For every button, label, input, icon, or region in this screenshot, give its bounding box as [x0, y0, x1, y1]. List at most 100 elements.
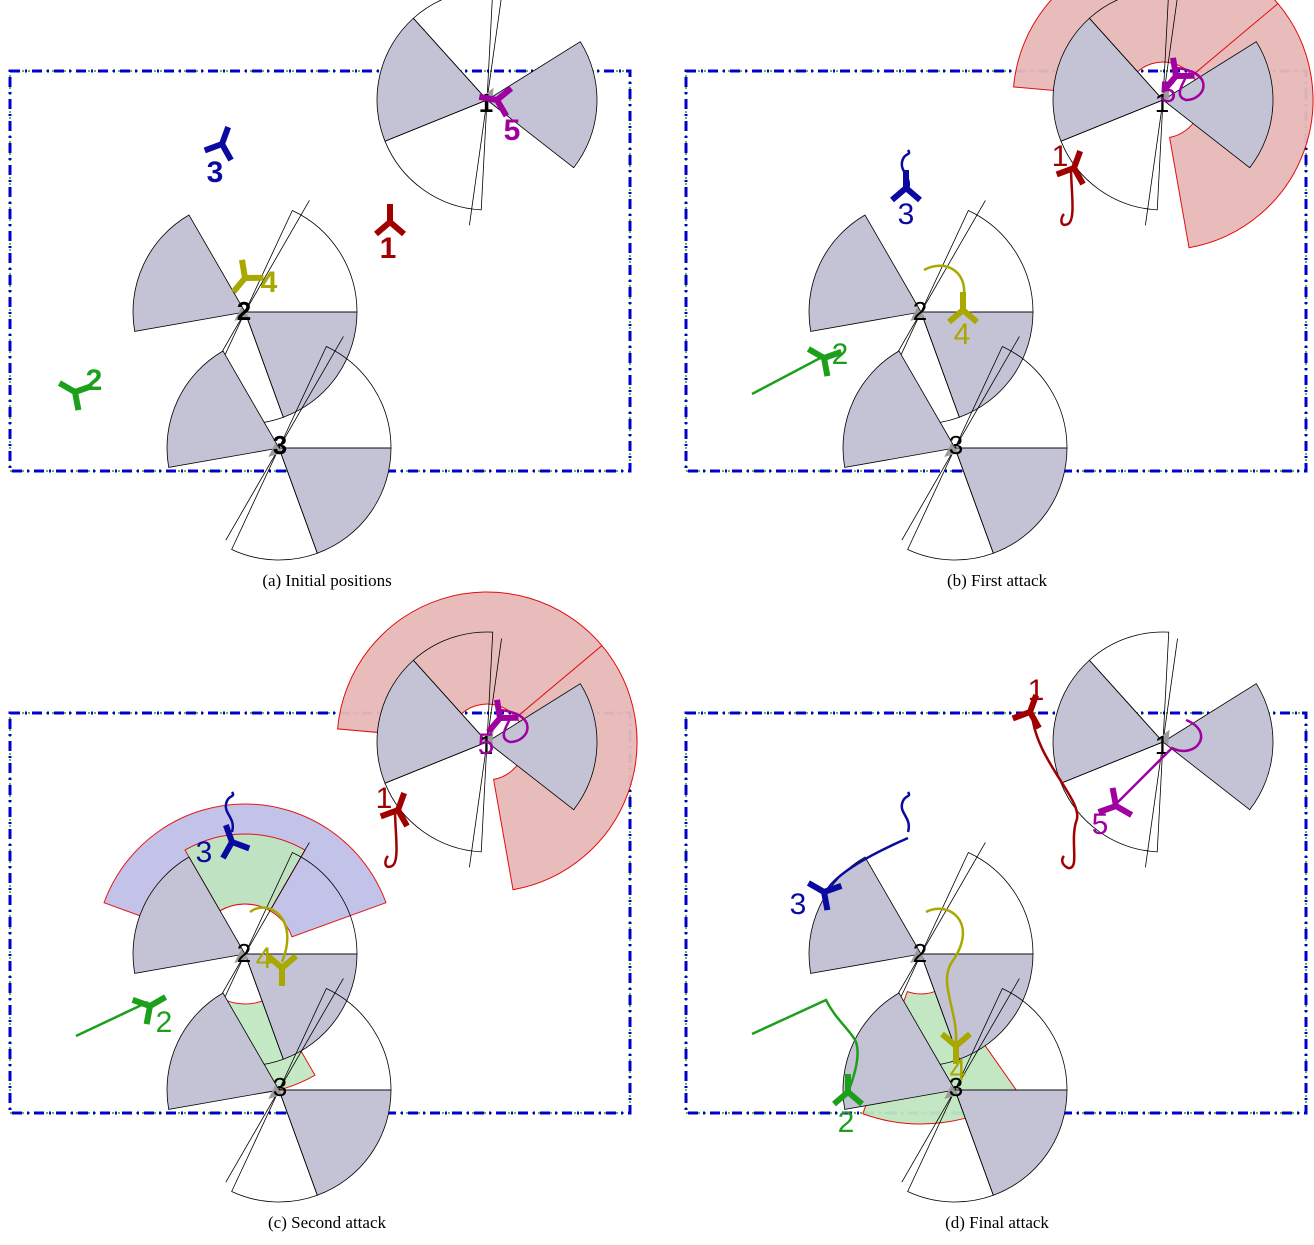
sensor-sector-shaded	[808, 214, 922, 332]
attacker-trajectory	[1175, 66, 1205, 102]
attacker-label: 5	[1092, 808, 1109, 841]
attacker-trajectory	[751, 998, 859, 1093]
attacker-marker	[478, 85, 514, 118]
attacker-trajectory	[1030, 713, 1079, 870]
sensor-sector-outline	[1088, 631, 1170, 743]
attacker-label: 4	[950, 1054, 967, 1087]
attacker-trajectory	[75, 1000, 149, 1038]
attacker-marker	[1097, 787, 1134, 818]
sensor-axis	[901, 978, 1020, 1183]
attacker-marker	[266, 953, 298, 986]
sensor-axis	[1144, 638, 1178, 868]
sensor-axis	[225, 336, 344, 541]
attacker-trajectory	[925, 907, 965, 1043]
sensor-axis	[901, 336, 1020, 541]
sensor-sector-shaded	[132, 214, 246, 332]
attacker-marker	[131, 994, 168, 1025]
sensor-sector-shaded	[920, 311, 1034, 418]
sensor-sector-shaded	[1162, 683, 1274, 811]
attacker-marker	[374, 204, 406, 237]
attacker-marker	[231, 259, 264, 294]
defender-label: 3	[949, 1072, 963, 1102]
attacker-marker	[1055, 150, 1086, 186]
attacker-marker	[806, 880, 843, 911]
attacker-marker	[57, 380, 94, 411]
attacker-label: 2	[86, 364, 103, 397]
panel-caption: (b) First attack	[947, 571, 1048, 590]
defender-label: 1	[479, 730, 493, 760]
attacker-label: 5	[478, 728, 495, 761]
attacker-label: 1	[376, 782, 393, 815]
attacker-label: 1	[1028, 674, 1045, 707]
defender-marker	[910, 949, 925, 963]
attacker-marker	[203, 126, 234, 162]
panel-b: 1 2 3 1 2 3 4 5	[684, 0, 1314, 561]
sensor-sector-shaded	[954, 447, 1068, 554]
attacker-label: 1	[380, 232, 397, 265]
sensor-sector-outline	[920, 851, 1034, 955]
sensor-sector-shaded	[1052, 659, 1164, 784]
sensor-axis	[1144, 0, 1178, 226]
attacker-trajectory	[824, 791, 911, 893]
sensor-sector-outline	[231, 1088, 318, 1203]
attacker-marker	[1011, 694, 1042, 730]
attacker-trajectory	[249, 906, 289, 963]
sensor-sector-shaded	[132, 856, 246, 974]
defender-marker	[910, 307, 925, 321]
attacker-marker	[379, 792, 410, 828]
defender-label: 3	[949, 430, 963, 460]
defender-marker	[944, 1085, 959, 1099]
sensor-sector-shaded	[808, 856, 922, 974]
sensor-axis	[468, 0, 502, 226]
sensor-sector-outline	[920, 209, 1034, 313]
panel-c: 1 2 3 1 2 3 4 5	[8, 591, 638, 1203]
panel-caption: (a) Initial positions	[262, 571, 391, 590]
sensor-sector-shaded	[1052, 17, 1164, 142]
defender-label: 3	[273, 430, 287, 460]
attacker-marker	[890, 170, 922, 203]
defender-label: 1	[479, 88, 493, 118]
defender-label: 2	[913, 938, 927, 968]
attacker-trajectory	[1117, 718, 1203, 803]
sensor-sector-shaded	[1162, 41, 1274, 169]
defender-marker	[268, 1085, 283, 1099]
sensor-sector-shaded	[842, 350, 956, 468]
attacker-label: 3	[790, 888, 807, 921]
attacker-trajectory	[751, 354, 825, 396]
sensor-sector-shaded	[954, 1089, 1068, 1196]
attacker-marker	[940, 1031, 972, 1064]
panel-a: 1 2 3 1 2 3 4 5	[8, 0, 632, 561]
attacker-marker	[832, 1074, 864, 1107]
defender-marker	[1157, 729, 1170, 745]
attacker-label: 3	[898, 198, 915, 231]
attacker-marker	[1162, 57, 1195, 92]
attacker-trajectory	[499, 708, 529, 744]
defender-label: 1	[1155, 730, 1169, 760]
attacker-trajectory	[384, 809, 398, 869]
sensor-sector-outline	[907, 1088, 994, 1203]
attacker-label: 2	[832, 338, 849, 371]
defender-marker	[944, 443, 959, 457]
threat-zone-2	[184, 833, 306, 912]
sensor-sector-outline	[412, 0, 493, 101]
attacker-label: 3	[207, 156, 224, 189]
defender-marker	[234, 949, 249, 963]
attacker-label: 4	[256, 942, 273, 975]
sensor-sector-shaded	[920, 953, 1034, 1060]
sensor-sector-shaded	[166, 350, 280, 468]
sensor-sector-shaded	[486, 41, 598, 169]
sensor-sector-shaded	[486, 683, 598, 811]
attacker-label: 2	[838, 1106, 855, 1139]
attacker-label: 3	[196, 836, 213, 869]
attacker-label: 5	[504, 114, 521, 147]
attacker-marker	[220, 824, 251, 860]
sensor-sector-outline	[231, 446, 318, 561]
defender-label: 3	[273, 1072, 287, 1102]
attacker-trajectory	[1060, 167, 1074, 227]
defender-label: 2	[237, 296, 251, 326]
panel-caption: (d) Final attack	[945, 1213, 1049, 1232]
attacker-label: 1	[1052, 140, 1069, 173]
sensor-sector-shaded	[376, 659, 488, 784]
sensor-axis	[468, 638, 502, 868]
